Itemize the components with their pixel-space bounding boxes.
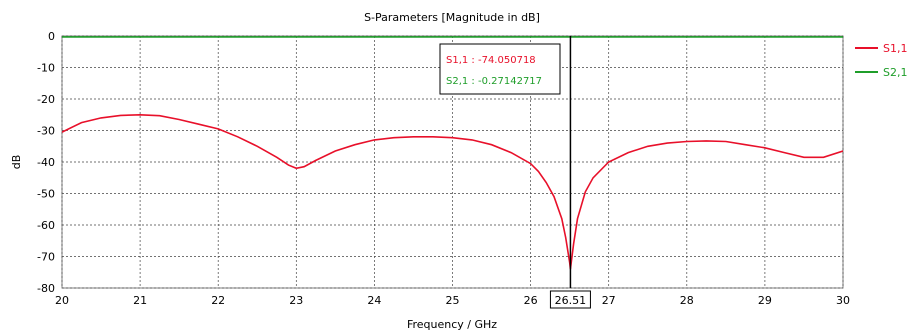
x-tick-label-0: 20 — [55, 294, 69, 307]
y-axis-label: dB — [10, 155, 23, 170]
marker-readout-s21: S2,1 : -0.27142717 — [446, 76, 542, 87]
y-tick-label-8: -80 — [37, 282, 55, 295]
legend-label-1: S2,1 — [883, 66, 907, 79]
x-tick-label-8: 28 — [680, 294, 694, 307]
series-lines — [62, 36, 843, 270]
x-tick-label-2: 22 — [211, 294, 225, 307]
x-tick-label-10: 30 — [836, 294, 850, 307]
x-axis-tick-labels: 20 21 22 23 24 25 26 27 28 29 30 — [55, 294, 850, 307]
x-tick-label-4: 24 — [367, 294, 381, 307]
x-tick-label-3: 23 — [289, 294, 303, 307]
x-tick-label-6: 26 — [524, 294, 538, 307]
y-tick-label-1: -10 — [37, 62, 55, 75]
marker-x-value: 26.51 — [555, 294, 587, 307]
x-tick-label-1: 21 — [133, 294, 147, 307]
marker-x-value-label: 26.51 — [549, 290, 591, 309]
marker-readout-s11: S1,1 : -74.050718 — [446, 55, 536, 66]
legend-label-0: S1,1 — [883, 42, 907, 55]
y-tick-label-2: -20 — [37, 93, 55, 106]
y-tick-label-0: 0 — [48, 30, 55, 43]
y-tick-label-5: -50 — [37, 188, 55, 201]
grid-lines — [61, 35, 844, 289]
y-axis-tick-labels: 0 -10 -20 -30 -40 -50 -60 -70 -80 — [37, 30, 55, 295]
y-tick-label-6: -60 — [37, 219, 55, 232]
marker-readout: S1,1 : -74.050718 S2,1 : -0.27142717 — [439, 43, 561, 95]
series-line-S1-1 — [62, 113, 843, 270]
x-tick-label-7: 27 — [602, 294, 616, 307]
x-tick-label-9: 29 — [758, 294, 772, 307]
x-tick-label-5: 25 — [446, 294, 460, 307]
legend: S1,1 S2,1 — [855, 42, 907, 79]
x-axis-label: Frequency / GHz — [407, 318, 497, 331]
y-tick-label-3: -30 — [37, 125, 55, 138]
chart-title: S-Parameters [Magnitude in dB] — [364, 11, 540, 24]
y-tick-label-4: -40 — [37, 156, 55, 169]
y-tick-label-7: -70 — [37, 251, 55, 264]
